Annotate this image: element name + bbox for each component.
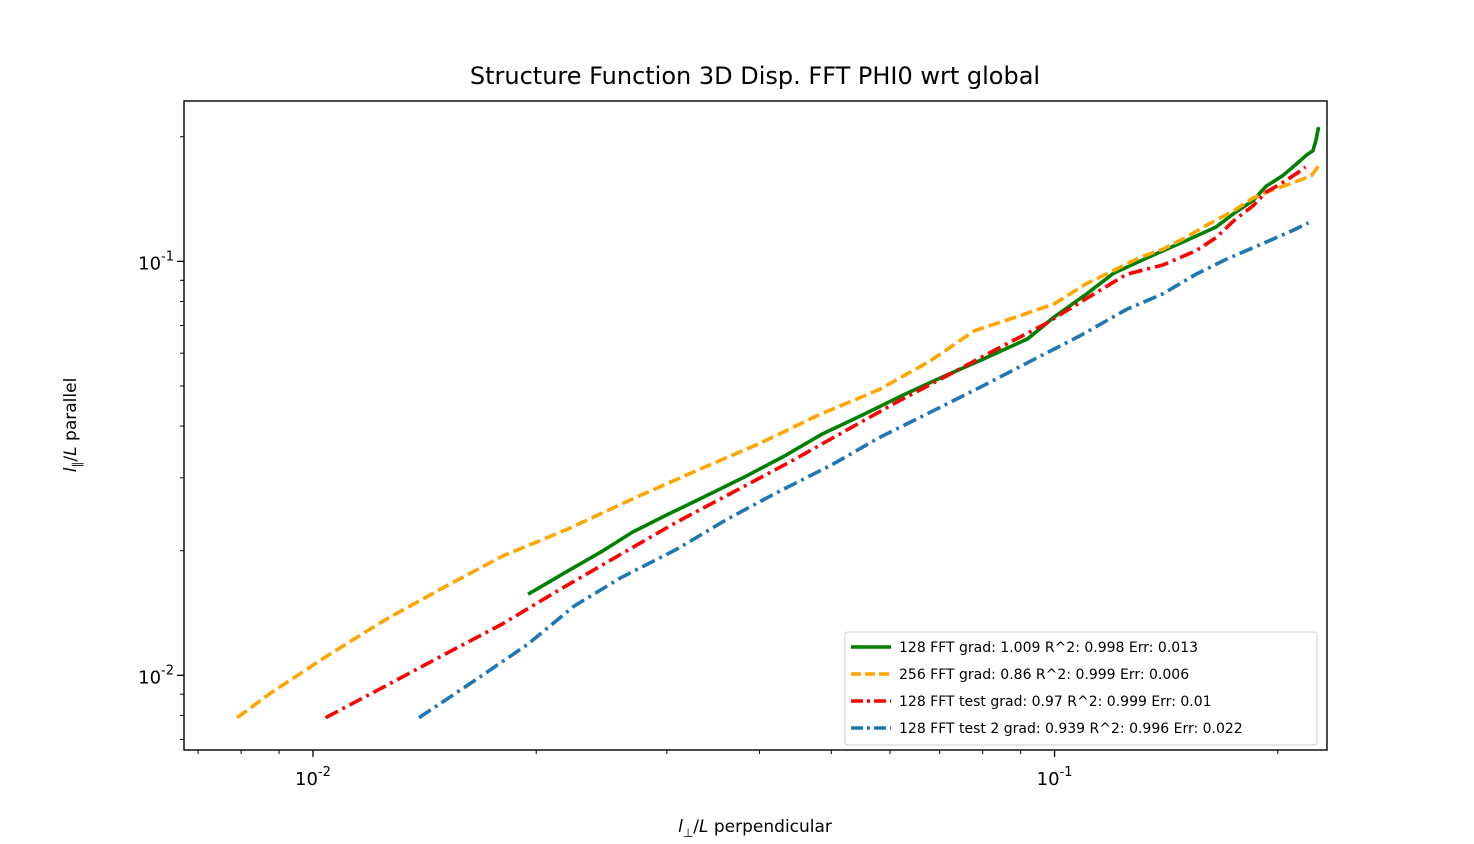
x-tick-label: 10-2 — [295, 765, 331, 790]
legend-label-4: 128 FFT test 2 grad: 0.939 R^2: 0.996 Er… — [899, 721, 1243, 737]
axis-ticks: 10-2 10-1 10-2 10-1 — [138, 136, 1279, 790]
series-line-1 — [527, 126, 1321, 596]
legend-label-2: 256 FFT grad: 0.86 R^2: 0.999 Err: 0.006 — [899, 667, 1189, 683]
legend-label-1: 128 FFT grad: 1.009 R^2: 0.998 Err: 0.01… — [899, 640, 1198, 656]
series-line-4 — [418, 221, 1310, 720]
x-tick-label: 10-1 — [1037, 765, 1073, 790]
legend-entries: 128 FFT grad: 1.009 R^2: 0.998 Err: 0.01… — [851, 640, 1243, 737]
plot-area-frame — [183, 100, 1328, 751]
y-tick-label: 10-2 — [138, 663, 174, 688]
y-tick-label: 10-1 — [138, 249, 174, 274]
series-line-2 — [236, 164, 1321, 720]
y-axis-label: l∥/L parallel — [61, 378, 84, 473]
chart-title: Structure Function 3D Disp. FFT PHI0 wrt… — [470, 62, 1040, 90]
legend-label-3: 128 FFT test grad: 0.97 R^2: 0.999 Err: … — [899, 694, 1212, 710]
legend-box — [844, 631, 1318, 746]
legend: 128 FFT grad: 1.009 R^2: 0.998 Err: 0.01… — [844, 631, 1318, 746]
series-line-3 — [324, 165, 1307, 720]
series-layer — [236, 126, 1321, 720]
x-axis-label: l⊥/L perpendicular — [678, 817, 832, 840]
